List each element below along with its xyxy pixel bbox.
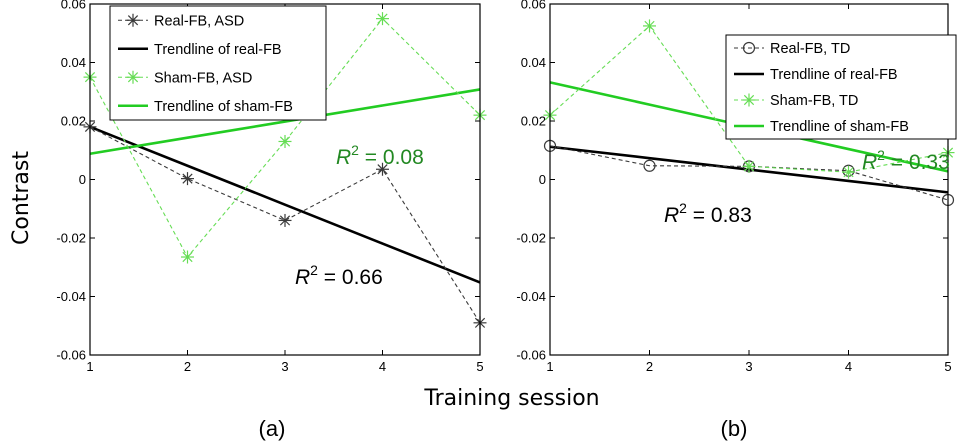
legend-marker xyxy=(742,41,756,55)
legend-entry-label: Sham-FB, ASD xyxy=(154,70,252,86)
r-symbol: R xyxy=(295,266,310,289)
data-point-real-b xyxy=(643,159,656,172)
legend-marker xyxy=(126,70,140,84)
data-point-sham-a xyxy=(278,134,292,148)
x-tick-label: 3 xyxy=(281,359,288,374)
data-point-real-a xyxy=(181,172,194,186)
data-point-sham-a xyxy=(181,250,194,264)
r-superscript: 2 xyxy=(310,262,318,278)
x-axis-label: Training session xyxy=(423,386,599,411)
data-point-sham-a xyxy=(376,12,389,26)
r-symbol: R xyxy=(862,151,877,174)
x-tick-label: 3 xyxy=(745,359,752,374)
legend-a: Real-FB, ASD Trendline of real-FB Sham-FB,… xyxy=(109,5,327,121)
r-value: = 0.33 xyxy=(885,151,950,174)
r-value: = 0.66 xyxy=(318,266,383,289)
chart-panel-b: -0.06 -0.04 -0.02 0 0.02 0.04 0.06 1 2 3 4 5 Real-F… xyxy=(516,0,957,441)
r-squared-annotation-real: R2 = 0.83 xyxy=(664,200,752,227)
y-tick-label: 0.04 xyxy=(521,55,546,70)
x-tick-label: 2 xyxy=(646,359,653,374)
y-tick-label: -0.06 xyxy=(56,348,86,363)
x-tick-label: 4 xyxy=(845,359,852,374)
panel-label-a: (a) xyxy=(259,416,286,441)
x-tick-label: 1 xyxy=(546,359,553,374)
r-symbol: R xyxy=(664,204,679,227)
legend-box xyxy=(725,34,957,140)
y-tick-label: 0.06 xyxy=(61,0,86,12)
chart-panel-a: -0.06 -0.04 -0.02 0 0.02 0.04 0.06 1 2 3 4 5 Real-F… xyxy=(56,0,487,441)
r-squared-annotation-real: R2 = 0.66 xyxy=(295,262,383,289)
legend-entry-label: Real-FB, ASD xyxy=(154,13,244,29)
data-point-sham-b xyxy=(643,19,656,33)
r-superscript: 2 xyxy=(679,200,687,216)
y-tick-label: 0.06 xyxy=(521,0,546,12)
y-tick-label: 0.02 xyxy=(521,114,546,129)
y-tick-label: -0.06 xyxy=(516,348,546,363)
series-line-real-a xyxy=(89,126,481,324)
y-tick-label: 0 xyxy=(79,172,86,187)
legend-entry-label: Real-FB, TD xyxy=(770,41,850,57)
panel-label-b: (b) xyxy=(721,416,748,441)
x-tick-label: 1 xyxy=(86,359,93,374)
y-axis-label: Contrast xyxy=(9,151,34,245)
r-superscript: 2 xyxy=(877,147,885,163)
x-tick-label: 5 xyxy=(476,359,483,374)
r-squared-annotation-sham: R2 = 0.33 xyxy=(862,147,950,174)
data-point-real-a xyxy=(278,213,292,227)
y-tick-label: 0 xyxy=(539,172,546,187)
data-point-sham-b xyxy=(742,159,756,173)
r-symbol: R xyxy=(336,146,351,169)
y-tick-label: 0.04 xyxy=(61,55,86,70)
legend-marker xyxy=(126,13,140,27)
legend-b: Real-FB, TD Trendline of real-FB Sham-FB, … xyxy=(725,34,957,140)
data-point-sham-b xyxy=(842,165,855,179)
y-tick-label: -0.04 xyxy=(56,289,86,304)
y-tick-label: 0.02 xyxy=(61,114,86,129)
y-tick-label: -0.02 xyxy=(56,231,86,246)
legend-marker xyxy=(742,93,756,107)
series-line-sham-trend-a xyxy=(89,88,481,156)
legend-entry-label: Trendline of real-FB xyxy=(154,42,282,58)
legend-entry-label: Trendline of sham-FB xyxy=(770,119,909,135)
x-tick-label: 4 xyxy=(379,359,386,374)
data-point-real-a xyxy=(376,162,389,176)
legend-entry-label: Sham-FB, TD xyxy=(770,93,858,109)
r-superscript: 2 xyxy=(351,142,359,158)
r-value: = 0.08 xyxy=(359,146,424,169)
series-line-sham-a xyxy=(89,17,481,258)
legend-entry-label: Trendline of sham-FB xyxy=(154,99,293,115)
r-squared-annotation-sham: R2 = 0.08 xyxy=(336,142,424,169)
y-tick-label: -0.04 xyxy=(516,289,546,304)
y-tick-label: -0.02 xyxy=(516,231,546,246)
x-tick-label: 2 xyxy=(184,359,191,374)
r-value: = 0.83 xyxy=(687,204,752,227)
x-tick-label: 5 xyxy=(944,359,951,374)
legend-entry-label: Trendline of real-FB xyxy=(770,67,898,83)
legend-box xyxy=(109,5,327,121)
series-line-real-trend-a xyxy=(89,125,481,284)
